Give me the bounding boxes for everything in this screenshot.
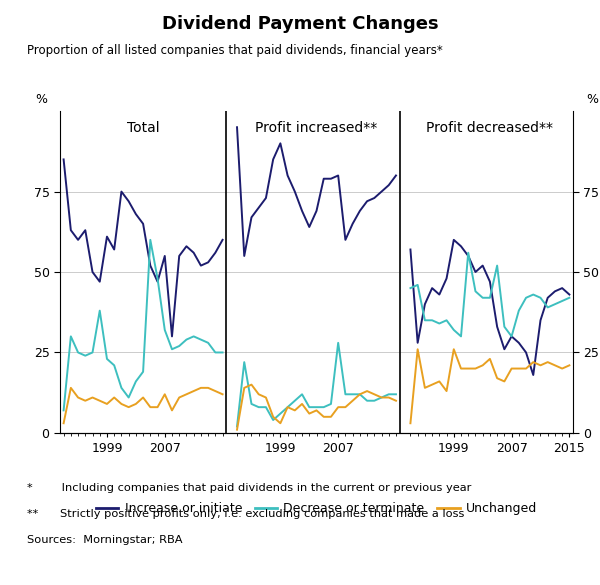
Text: Total: Total [127, 121, 160, 135]
Text: Profit increased**: Profit increased** [256, 121, 377, 135]
Text: %: % [586, 94, 598, 106]
Text: %: % [35, 94, 47, 106]
Legend: Increase or initiate, Decrease or terminate, Unchanged: Increase or initiate, Decrease or termin… [91, 497, 542, 520]
Text: Dividend Payment Changes: Dividend Payment Changes [161, 15, 439, 33]
Text: Profit decreased**: Profit decreased** [427, 121, 553, 135]
Text: Sources:  Morningstar; RBA: Sources: Morningstar; RBA [27, 535, 182, 545]
Text: Proportion of all listed companies that paid dividends, financial years*: Proportion of all listed companies that … [27, 44, 443, 57]
Text: *        Including companies that paid dividends in the current or previous year: * Including companies that paid dividend… [27, 483, 472, 493]
Text: **      Strictly positive profits only, i.e. excluding companies that made a los: ** Strictly positive profits only, i.e. … [27, 509, 464, 519]
